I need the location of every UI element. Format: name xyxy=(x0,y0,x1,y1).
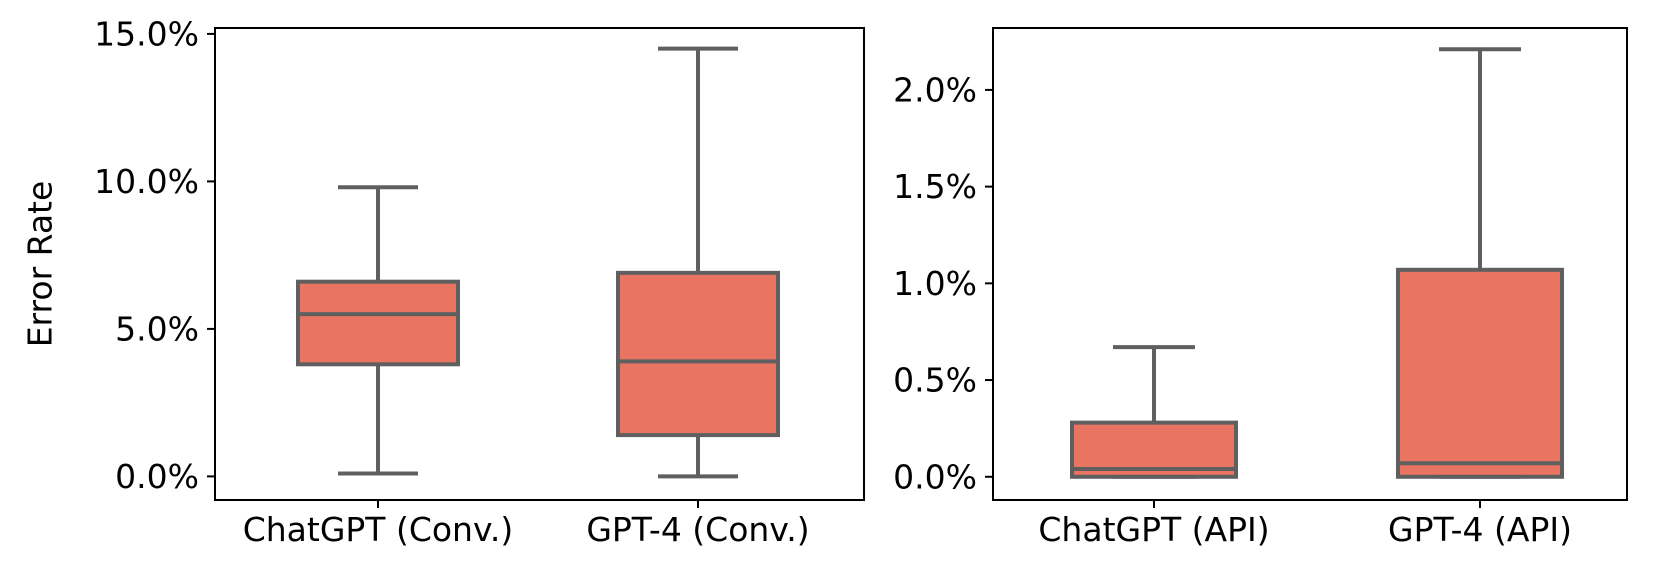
box-1-1 xyxy=(296,185,460,476)
x-tick-label: ChatGPT (API) xyxy=(1038,510,1269,549)
y-tick-label: 0.0% xyxy=(115,457,199,496)
chart-panel-2: 0.0% 0.5% 1.0% 1.5% 2.0% ChatGPT (API) GPT-4 (… xyxy=(893,27,1628,549)
box-iqr xyxy=(616,270,780,438)
box-2-1 xyxy=(1070,345,1238,479)
y-tick-label: 0.5% xyxy=(893,361,977,400)
y-tick-label: 1.5% xyxy=(893,167,977,206)
y-tick-label: 15.0% xyxy=(94,14,199,53)
box-iqr xyxy=(1396,267,1564,479)
box-iqr xyxy=(296,279,460,367)
plot-frame xyxy=(214,27,865,501)
box-2-2 xyxy=(1396,47,1564,479)
plot-frame xyxy=(992,27,1628,501)
y-tick-label: 5.0% xyxy=(115,309,199,348)
x-tick-label: GPT-4 (Conv.) xyxy=(586,510,809,549)
y-tick-label: 10.0% xyxy=(94,162,199,201)
chart-panel-1: 0.0% 5.0% 10.0% 15.0% ChatGPT (Conv.) GPT-4 (… xyxy=(21,14,865,549)
box-1-2 xyxy=(616,46,780,479)
y-axis-label: Error Rate xyxy=(21,181,60,348)
x-tick-label: ChatGPT (Conv.) xyxy=(243,510,514,549)
y-tick-label: 2.0% xyxy=(893,70,977,109)
y-tick-label: 1.0% xyxy=(893,264,977,303)
y-tick-label: 0.0% xyxy=(893,457,977,496)
x-tick-label: GPT-4 (API) xyxy=(1388,510,1572,549)
